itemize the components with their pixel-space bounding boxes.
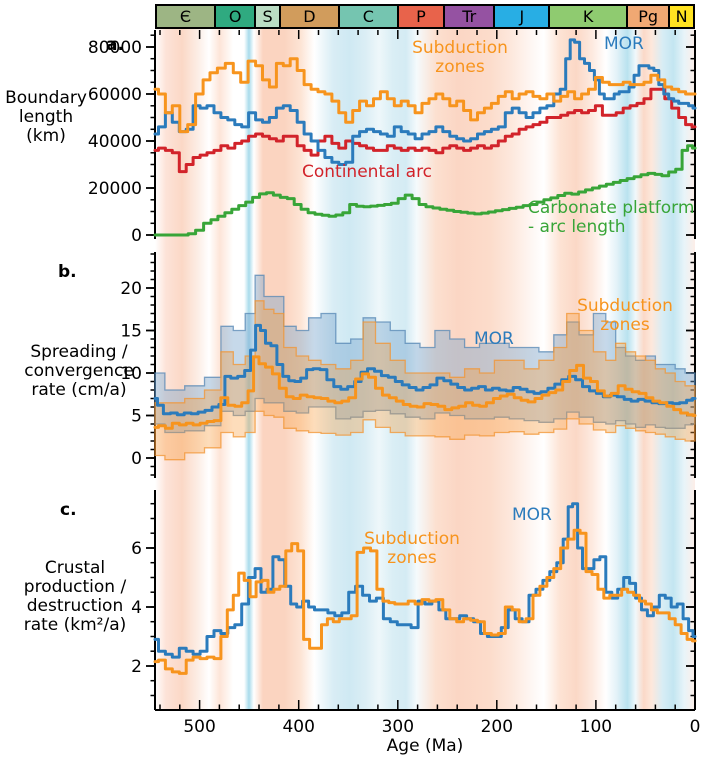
svg-text:40000: 40000 — [88, 132, 142, 152]
geo-period: Є — [157, 6, 216, 27]
panel-a-mor-label: MOR — [604, 34, 644, 54]
panel-b-y-title: Spreading / convergence rate (cm/a) — [24, 342, 134, 400]
svg-text:20: 20 — [120, 279, 142, 299]
svg-text:0: 0 — [690, 717, 701, 737]
svg-text:0: 0 — [131, 226, 142, 246]
panel-c-letter: c. — [60, 500, 77, 520]
geo-period: K — [550, 6, 629, 27]
panel-c-subduction-label: Subduction zones — [364, 529, 460, 568]
svg-text:0: 0 — [131, 449, 142, 469]
svg-text:15: 15 — [120, 322, 142, 342]
panel-b-letter: b. — [58, 262, 77, 282]
panel-a-subduction-label: Subduction zones — [412, 38, 508, 77]
panel-a-y-title: Boundary length (km) — [5, 88, 87, 146]
geo-period: J — [495, 6, 551, 27]
svg-text:400: 400 — [282, 717, 314, 737]
panel-a-carbonate-label: Carbonate platform - arc length — [528, 198, 695, 237]
panel-b-subduction-label: Subduction zones — [577, 296, 673, 335]
geo-period: Tr — [445, 6, 496, 27]
geo-period: S — [256, 6, 281, 27]
geo-period: P — [398, 6, 446, 27]
geologic-timescale-bar: Є O S D C P Tr J K Pg N — [155, 4, 695, 29]
geo-period: Pg — [628, 6, 671, 27]
panel-a-continental-arc-label: Continental arc — [302, 162, 433, 182]
panel-c-mor-label: MOR — [512, 505, 552, 525]
panel-a-letter: a. — [106, 35, 124, 55]
svg-text:20000: 20000 — [88, 179, 142, 199]
panel-c-y-title: Crustal production / destruction rate (k… — [23, 558, 127, 635]
geo-period: D — [280, 6, 340, 27]
svg-text:5: 5 — [131, 407, 142, 427]
svg-text:100: 100 — [580, 717, 612, 737]
svg-text:4: 4 — [131, 598, 142, 618]
geo-period: O — [216, 6, 257, 27]
panel-b-mor-label: MOR — [474, 329, 514, 349]
svg-text:80000: 80000 — [88, 38, 142, 58]
x-axis-title: Age (Ma) — [386, 736, 464, 756]
svg-text:10: 10 — [120, 364, 142, 384]
svg-text:500: 500 — [183, 717, 215, 737]
svg-text:300: 300 — [382, 717, 414, 737]
geo-period: N — [670, 6, 693, 27]
geo-period: C — [339, 6, 399, 27]
svg-text:6: 6 — [131, 539, 142, 559]
svg-text:200: 200 — [481, 717, 513, 737]
svg-text:60000: 60000 — [88, 85, 142, 105]
svg-text:2: 2 — [131, 657, 142, 677]
